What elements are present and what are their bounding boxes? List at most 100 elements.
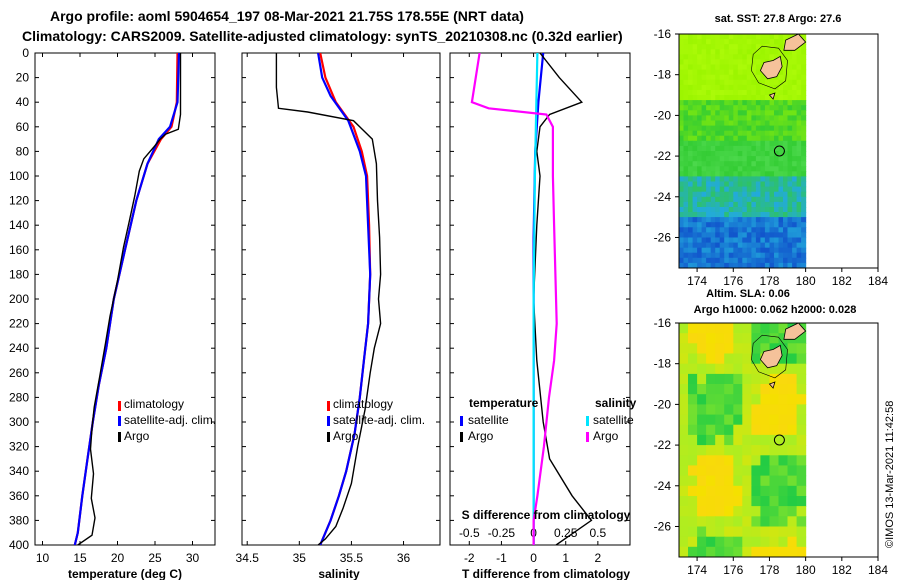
map-cell	[724, 247, 730, 254]
map-cell	[706, 227, 712, 233]
map-cell	[751, 54, 757, 60]
map-cell	[742, 140, 748, 147]
sla-field	[679, 323, 807, 557]
map-cell	[679, 181, 685, 188]
map-cell	[679, 156, 685, 162]
map-cell	[746, 166, 752, 172]
map-cell	[701, 222, 707, 228]
map-cell	[792, 110, 798, 116]
map-cell	[760, 475, 770, 487]
map-cell	[724, 156, 730, 162]
map-cell	[778, 384, 789, 395]
map-cell	[769, 140, 775, 147]
map-cell	[715, 59, 721, 66]
map-cell	[733, 135, 739, 142]
map-cell	[764, 171, 770, 177]
map-cell	[692, 95, 698, 101]
legend-swatch-climatology	[327, 401, 330, 411]
map-cell	[760, 166, 766, 172]
map-cell	[728, 156, 734, 162]
lat-tick-label: -20	[654, 397, 672, 411]
map-cell	[796, 105, 802, 111]
map-cell	[724, 465, 734, 477]
lon-tick-label: 174	[687, 274, 707, 288]
map-cell	[719, 105, 725, 111]
map-cell	[701, 186, 707, 193]
map-cell	[783, 95, 789, 101]
map-cell	[724, 191, 730, 198]
map-cell	[778, 222, 784, 228]
map-cell	[792, 191, 798, 198]
map-cell	[742, 526, 752, 538]
map-cell	[796, 262, 802, 268]
map-cell	[706, 445, 716, 456]
map-cell	[760, 90, 766, 96]
map-cell	[787, 196, 793, 203]
map-cell	[746, 110, 752, 116]
island	[768, 92, 776, 100]
map-cell	[751, 496, 761, 507]
map-cell	[796, 191, 802, 198]
map-cell	[724, 176, 730, 183]
map-cell	[724, 445, 734, 456]
map-cell	[697, 69, 703, 76]
map-cell	[774, 237, 780, 244]
map-cell	[697, 49, 703, 55]
map-cell	[778, 166, 784, 172]
map-cell	[746, 140, 752, 147]
map-cell	[715, 247, 721, 254]
map-cell	[697, 237, 703, 244]
map-cell	[701, 59, 707, 66]
island	[759, 55, 783, 80]
map-cell	[737, 151, 743, 157]
map-cell	[760, 74, 766, 81]
map-cell	[778, 475, 789, 487]
map-cell	[719, 84, 725, 91]
map-cell	[719, 135, 725, 142]
map-cell	[706, 64, 712, 71]
map-cell	[792, 54, 798, 60]
map-cell	[728, 252, 734, 259]
sst-lat-tick-labels: -16-18-20-22-24-26	[654, 27, 679, 244]
map-cell	[697, 140, 703, 147]
map-cell	[769, 242, 775, 249]
island	[759, 344, 783, 369]
map-cell	[801, 79, 807, 86]
map-cell	[783, 145, 789, 152]
map-cell	[697, 526, 707, 538]
map-cell	[692, 176, 698, 183]
map-cell	[774, 74, 780, 81]
map-cell	[778, 445, 789, 456]
map-cell	[755, 186, 761, 193]
map-cell	[692, 232, 698, 239]
map-cell	[724, 404, 734, 416]
map-cell	[755, 125, 761, 132]
map-cell	[760, 217, 766, 223]
map-cell	[801, 130, 807, 137]
map-cell	[710, 105, 716, 111]
map-cell	[706, 237, 712, 244]
map-cell	[769, 44, 775, 50]
map-cell	[697, 84, 703, 91]
map-cell	[764, 186, 770, 193]
map-cell	[688, 69, 694, 76]
map-cell	[692, 186, 698, 193]
map-cell	[774, 140, 780, 147]
map-cell	[688, 394, 698, 405]
map-cell	[796, 394, 807, 405]
map-cell	[679, 434, 689, 446]
map-cell	[769, 34, 775, 40]
map-cell	[755, 110, 761, 116]
map-cell	[774, 120, 780, 127]
map-cell	[751, 506, 761, 517]
map-cell	[742, 120, 748, 127]
map-cell	[701, 262, 707, 268]
map-cell	[697, 181, 703, 188]
map-cell	[769, 212, 775, 218]
map-cell	[710, 69, 716, 76]
map-cell	[737, 232, 743, 239]
map-cell	[728, 242, 734, 249]
map-cell	[733, 485, 743, 497]
legend-swatch-satellite	[118, 416, 121, 426]
map-cell	[760, 125, 766, 132]
